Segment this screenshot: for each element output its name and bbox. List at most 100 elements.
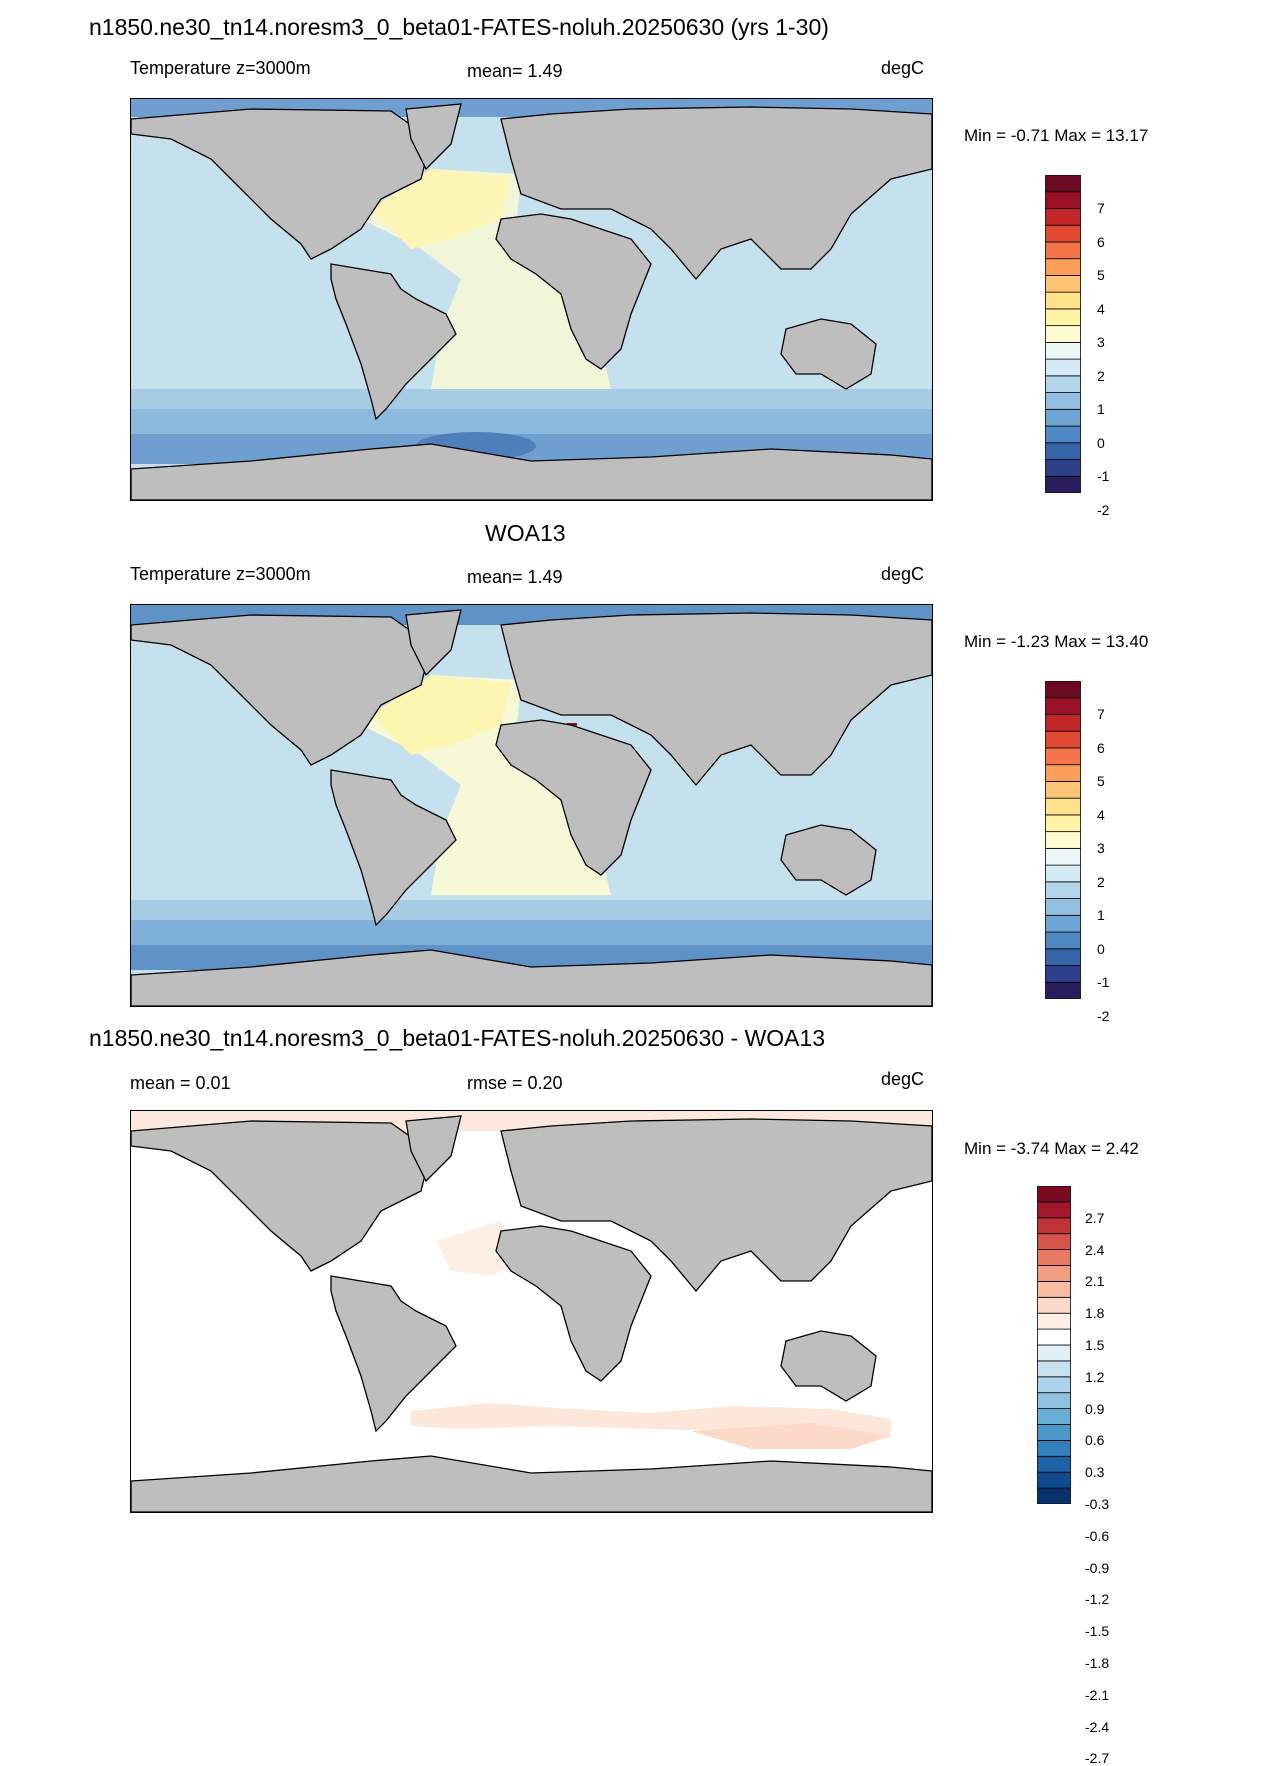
colorbar-box [1045, 191, 1081, 209]
colorbar-box [1045, 831, 1081, 849]
colorbar-tick-label: 2 [1097, 873, 1105, 890]
colorbar-box [1045, 797, 1081, 816]
colorbar-tick-label: -0.3 [1085, 1496, 1110, 1512]
colorbar-box [1037, 1265, 1071, 1282]
colorbar-box [1037, 1424, 1071, 1441]
colorbar-tick-label: -1 [1097, 974, 1110, 991]
colorbar-box [1045, 881, 1081, 899]
colorbar-tick-label: 3 [1097, 334, 1105, 351]
panel-3-colorbar-svg [1037, 1185, 1071, 1505]
greenland-land [405, 103, 462, 171]
colorbar-tick-label: 2 [1097, 367, 1105, 384]
colorbar-box [1037, 1328, 1071, 1346]
colorbar-box [1045, 697, 1081, 715]
panel-1-mean-label: mean= 1.49 [467, 61, 563, 81]
colorbar-box [1037, 1344, 1071, 1362]
colorbar-tick-label: 2.4 [1085, 1241, 1105, 1258]
panel-1-map [130, 98, 933, 501]
colorbar-tick-label: -1.2 [1085, 1591, 1110, 1608]
colorbar-tick-label: 2.7 [1085, 1209, 1105, 1226]
colorbar-box [1045, 847, 1081, 866]
colorbar-box [1045, 174, 1081, 193]
south-america-land [330, 769, 457, 927]
colorbar-box [1045, 459, 1081, 477]
panel-3-map [130, 1110, 933, 1513]
north-atlantic-warm-region [371, 169, 511, 249]
colorbar-tick-label: -2.7 [1085, 1750, 1110, 1766]
panel-2-map [130, 604, 933, 1007]
colorbar-tick-label: 1.8 [1085, 1305, 1105, 1322]
australia-land [780, 1330, 877, 1402]
antarctica-land [131, 443, 932, 500]
colorbar-box [1037, 1233, 1071, 1251]
colorbar-tick-label: -2.4 [1085, 1718, 1110, 1735]
panel-3-units-label: degC [881, 1069, 925, 1089]
colorbar-tick-label: -2 [1097, 1007, 1110, 1024]
colorbar-box [1045, 714, 1081, 732]
colorbar-tick-label: 0.6 [1085, 1432, 1105, 1449]
colorbar-box [1037, 1217, 1071, 1235]
colorbar-box [1045, 981, 1081, 1000]
colorbar-box [1045, 224, 1081, 243]
colorbar-box [1037, 1296, 1071, 1314]
colorbar-box [1045, 931, 1081, 950]
southern-band-1 [131, 389, 932, 409]
colorbar-tick-label: 1 [1097, 907, 1105, 924]
colorbar-box [1045, 814, 1081, 833]
greenland-land [405, 609, 462, 677]
panel-3-colorbar [1037, 1185, 1071, 1509]
colorbar-box [1037, 1281, 1071, 1298]
panel-2-minmax-label: Min = -1.23 Max = 13.40 [964, 632, 1149, 651]
colorbar-box [1045, 241, 1081, 260]
colorbar-box [1045, 747, 1081, 766]
panel-2-colorbar-svg [1045, 680, 1081, 1000]
panel-2-units-label: degC [881, 564, 925, 584]
colorbar-box [1045, 781, 1081, 799]
colorbar-tick-label: 6 [1097, 233, 1105, 250]
colorbar-box [1045, 898, 1081, 916]
southern-diff-patch [691, 1423, 891, 1449]
colorbar-box [1037, 1376, 1071, 1394]
panel-1-colorbar-svg [1045, 174, 1081, 494]
colorbar-box [1037, 1455, 1071, 1473]
southern-band-1 [131, 900, 932, 920]
panel-2-mean-label: mean= 1.49 [467, 567, 563, 587]
colorbar-box [1045, 442, 1081, 460]
colorbar-tick-label: 5 [1097, 267, 1105, 284]
colorbar-tick-label: 1.5 [1085, 1337, 1105, 1353]
colorbar-box [1045, 208, 1081, 226]
colorbar-box [1045, 475, 1081, 494]
colorbar-tick-label: 7 [1097, 200, 1105, 217]
australia-land [780, 318, 877, 390]
panel-1-minmax-label: Min = -0.71 Max = 13.17 [964, 126, 1149, 145]
panel-1-title: n1850.ne30_tn14.noresm3_0_beta01-FATES-n… [89, 14, 829, 40]
colorbar-tick-label: 0 [1097, 940, 1105, 957]
colorbar-box [1045, 408, 1081, 427]
eurasia-land [500, 106, 932, 281]
colorbar-box [1045, 764, 1081, 782]
panel-1-variable-label: Temperature z=3000m [130, 58, 311, 78]
colorbar-box [1037, 1249, 1071, 1266]
colorbar-box [1045, 308, 1081, 327]
panel-3-minmax-label: Min = -3.74 Max = 2.42 [964, 1139, 1139, 1158]
colorbar-box [1045, 965, 1081, 983]
colorbar-box [1037, 1360, 1071, 1378]
colorbar-box [1045, 291, 1081, 310]
colorbar-tick-label: -0.6 [1085, 1527, 1110, 1544]
greenland-land [405, 1115, 462, 1183]
panel-1-units-label: degC [881, 58, 925, 78]
colorbar-box [1037, 1439, 1071, 1457]
colorbar-box [1045, 730, 1081, 749]
africa-land [495, 719, 652, 876]
southern-band-2 [131, 409, 932, 434]
colorbar-tick-label: 1 [1097, 401, 1105, 418]
colorbar-box [1045, 948, 1081, 966]
panel-3-title: n1850.ne30_tn14.noresm3_0_beta01-FATES-n… [89, 1025, 826, 1051]
colorbar-box [1037, 1312, 1071, 1330]
africa-land [495, 1225, 652, 1382]
colorbar-box [1045, 425, 1081, 444]
colorbar-box [1045, 375, 1081, 393]
eurasia-land [500, 612, 932, 787]
south-america-land [330, 1275, 457, 1433]
colorbar-tick-label: 6 [1097, 739, 1105, 756]
